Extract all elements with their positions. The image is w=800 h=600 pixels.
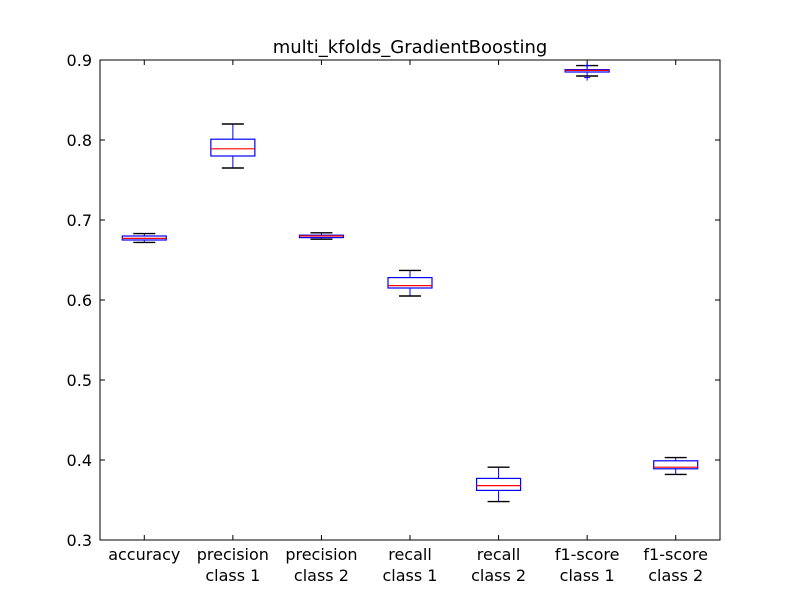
axes-frame: [99, 59, 721, 541]
box-2: [210, 123, 256, 169]
box-6: [564, 62, 610, 81]
x-category-label: class 1: [383, 566, 438, 585]
x-category-label: class 1: [205, 566, 260, 585]
y-tick-label: 0.3: [67, 531, 92, 550]
x-category-label: precision: [285, 545, 357, 564]
box-body: [387, 277, 433, 289]
plot-area: 0.3 0.4 0.5 0.6 0.7 0.8 0.9 accuracy precision cl…: [67, 51, 720, 585]
box-body: [653, 460, 699, 470]
x-category-label: class 2: [294, 566, 349, 585]
y-tick-label: 0.6: [67, 291, 92, 310]
x-category-label: recall: [388, 545, 432, 564]
x-category-label: f1-score: [555, 545, 620, 564]
x-category-label: precision: [197, 545, 269, 564]
box-4: [387, 269, 433, 297]
y-tick-label: 0.9: [67, 51, 92, 70]
box-5: [475, 466, 522, 503]
box-3: [298, 232, 345, 240]
box-7: [653, 456, 699, 476]
y-tick-label: 0.4: [67, 451, 92, 470]
y-tick-label: 0.8: [67, 131, 92, 150]
x-category-label: class 2: [648, 566, 703, 585]
x-category-label: accuracy: [108, 545, 180, 564]
x-category-label: f1-score: [643, 545, 708, 564]
x-category-label: class 1: [560, 566, 615, 585]
y-tick-label: 0.7: [67, 211, 92, 230]
box-body: [475, 477, 522, 491]
x-category-label: class 2: [471, 566, 526, 585]
chart-title: multi_kfolds_GradientBoosting: [273, 37, 548, 58]
x-category-label: recall: [477, 545, 521, 564]
box-body: [210, 138, 256, 157]
y-tick-label: 0.5: [67, 371, 92, 390]
box-1: [121, 232, 167, 244]
